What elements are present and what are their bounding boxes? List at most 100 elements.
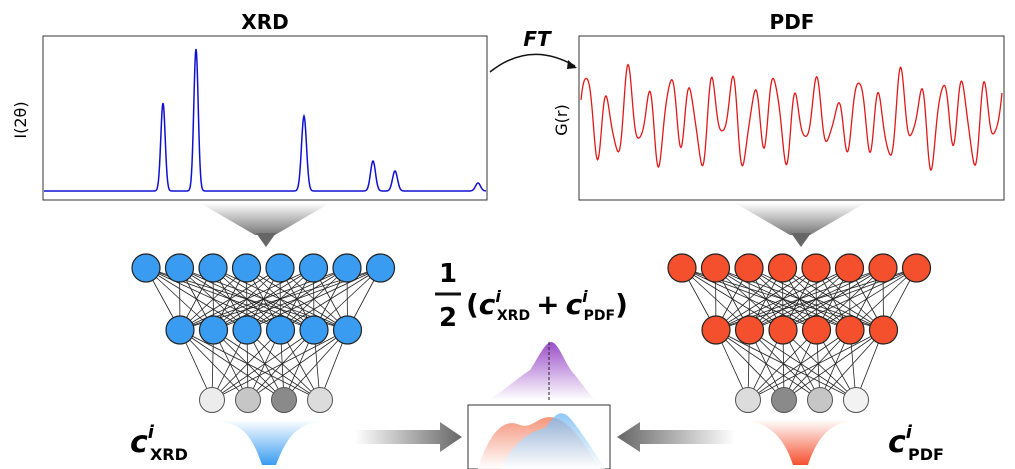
neuron bbox=[768, 315, 798, 345]
connection bbox=[246, 267, 381, 331]
superscript: i bbox=[906, 422, 913, 443]
latent-neuron bbox=[843, 387, 869, 413]
connection bbox=[715, 267, 783, 331]
connection bbox=[747, 329, 884, 401]
neuron bbox=[198, 253, 228, 283]
neuron bbox=[868, 315, 899, 345]
connection bbox=[211, 329, 315, 401]
arrow bbox=[355, 422, 462, 452]
arrow-head bbox=[567, 60, 577, 69]
subscript: XRD bbox=[150, 445, 188, 464]
paren: ( bbox=[466, 288, 479, 321]
connection bbox=[715, 267, 817, 331]
latent-neuron bbox=[235, 387, 261, 413]
axis-label: G(r) bbox=[552, 104, 571, 135]
latent-distribution bbox=[738, 420, 865, 465]
neuron bbox=[265, 315, 296, 345]
superscript: i bbox=[582, 287, 588, 306]
xrd-pattern bbox=[44, 48, 487, 192]
connection bbox=[179, 329, 285, 401]
subscript: PDF bbox=[584, 308, 615, 324]
connection bbox=[715, 329, 857, 401]
overlap-box bbox=[467, 404, 611, 469]
neuron bbox=[265, 253, 295, 283]
latent-distribution bbox=[198, 420, 342, 465]
connection bbox=[213, 329, 321, 401]
symbol: c bbox=[566, 288, 583, 321]
neuron bbox=[901, 253, 932, 283]
arrow-head bbox=[256, 233, 276, 247]
axis-label: I(2θ) bbox=[11, 101, 30, 138]
connection bbox=[816, 267, 917, 331]
latent-neuron bbox=[271, 387, 297, 413]
connection bbox=[749, 329, 857, 401]
connection bbox=[280, 267, 381, 331]
neuron bbox=[332, 315, 363, 345]
subscript: XRD bbox=[497, 308, 530, 324]
neuron bbox=[767, 253, 798, 283]
superscript: i bbox=[148, 422, 155, 443]
connection bbox=[819, 329, 884, 401]
neuron bbox=[734, 253, 764, 283]
funnel bbox=[735, 203, 865, 235]
connection bbox=[782, 329, 857, 401]
connection bbox=[782, 267, 917, 331]
neuron bbox=[835, 315, 865, 345]
connection bbox=[247, 329, 348, 401]
neuron bbox=[801, 253, 831, 283]
neuron bbox=[734, 315, 765, 345]
connection bbox=[783, 329, 851, 401]
latent-neuron bbox=[735, 387, 761, 413]
connection bbox=[213, 329, 285, 401]
neuron bbox=[667, 253, 697, 283]
symbol: c bbox=[479, 288, 496, 321]
output-label: ci PDF bbox=[888, 422, 944, 464]
connection bbox=[283, 329, 348, 401]
funnel bbox=[200, 203, 330, 235]
neuron bbox=[165, 315, 195, 345]
connection bbox=[211, 329, 281, 401]
connection bbox=[179, 267, 247, 331]
latent-neuron bbox=[199, 387, 225, 413]
neuron bbox=[164, 253, 195, 283]
neuron bbox=[700, 253, 731, 283]
arrow bbox=[617, 422, 735, 452]
neuron bbox=[231, 253, 262, 283]
connection bbox=[849, 267, 917, 331]
connection bbox=[715, 329, 821, 401]
symbol: c bbox=[888, 425, 906, 460]
neuron bbox=[299, 315, 329, 345]
latent-neuron bbox=[771, 387, 797, 413]
output-label: ci XRD bbox=[130, 422, 188, 464]
neuron bbox=[365, 253, 396, 283]
xrd-distribution bbox=[500, 413, 605, 469]
combined-distribution bbox=[488, 342, 596, 400]
latent-neuron bbox=[807, 387, 833, 413]
formula: (ci XRD + ci PDF) bbox=[466, 287, 628, 324]
symbol: c bbox=[130, 425, 148, 460]
neuron bbox=[834, 253, 865, 283]
denominator: 2 bbox=[439, 303, 457, 333]
pdf-frame bbox=[578, 35, 1005, 201]
latent-neuron bbox=[307, 387, 333, 413]
paren: ) bbox=[615, 288, 628, 321]
connection bbox=[715, 329, 785, 401]
subscript: PDF bbox=[908, 445, 944, 464]
neuron bbox=[868, 253, 898, 283]
superscript: i bbox=[495, 287, 501, 306]
neuron bbox=[232, 315, 262, 345]
transform-label: FT bbox=[523, 27, 552, 51]
pdf-curve bbox=[580, 63, 1003, 172]
plus: + bbox=[536, 288, 559, 321]
neuron bbox=[701, 315, 731, 345]
connection bbox=[747, 329, 851, 401]
networks bbox=[131, 253, 932, 413]
neuron bbox=[332, 253, 362, 283]
connection bbox=[179, 329, 321, 401]
xrd-frame bbox=[42, 35, 488, 201]
neuron bbox=[198, 315, 229, 345]
ft-arrow bbox=[489, 53, 576, 73]
spectra bbox=[44, 48, 1003, 192]
connection bbox=[211, 329, 348, 401]
connection bbox=[247, 329, 315, 401]
